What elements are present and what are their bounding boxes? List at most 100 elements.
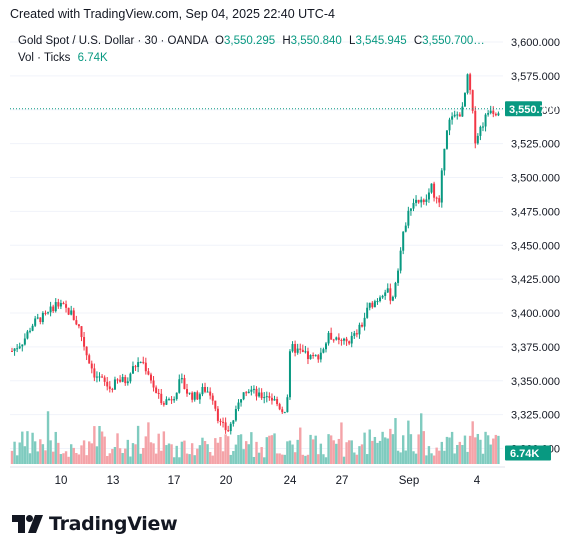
volume-bar [293, 452, 297, 464]
time-tick-label: 24 [284, 475, 297, 487]
volume-bar [59, 454, 63, 464]
volume-bar [396, 450, 400, 464]
candle-body [484, 114, 487, 127]
last-price-tag: 3,550.700 [505, 101, 558, 117]
volume-bar [394, 418, 397, 464]
volume-bar [420, 413, 423, 464]
volume-bar [383, 437, 387, 464]
low-label: L [349, 35, 356, 47]
time-tick-label: 13 [107, 475, 120, 487]
volume-bar [95, 446, 99, 464]
candle-body [479, 126, 482, 136]
candle-body [57, 302, 60, 307]
volume-bar [381, 431, 384, 464]
candle-body [209, 391, 212, 396]
volume-bar [15, 455, 19, 464]
price-tick-label: 3,600.000 [511, 37, 560, 49]
volume-bar [196, 448, 199, 464]
candle-body [350, 335, 353, 344]
volume-bar [239, 434, 243, 464]
volume-bar [263, 457, 266, 464]
volume-bar [39, 439, 42, 464]
volume-bar [492, 438, 495, 464]
volume-bar [106, 455, 109, 464]
candle-body [39, 317, 42, 323]
chart-frame[interactable]: 3,600.0003,575.0003,550.0003,525.0003,50… [0, 22, 584, 492]
volume-bar [188, 454, 191, 464]
candle-body [167, 399, 170, 401]
candle-body [137, 362, 140, 368]
time-tick-label: 20 [220, 475, 233, 487]
candle-body [23, 338, 26, 345]
candle-body [340, 339, 343, 341]
candle-body [353, 333, 356, 336]
candle-body [93, 368, 96, 378]
volume-bar [275, 453, 279, 464]
candle-body [258, 392, 261, 397]
volume-bar [33, 441, 37, 464]
candle-body [296, 348, 299, 353]
volume-bar [301, 454, 305, 464]
volume-bar [185, 453, 189, 464]
volume-bar [149, 442, 153, 464]
price-tick-label: 3,350.000 [511, 376, 560, 388]
candle-body [106, 381, 109, 387]
candle-body [98, 376, 101, 378]
price-axis[interactable]: 3,600.0003,575.0003,550.0003,525.0003,50… [511, 37, 560, 456]
candle-body [144, 362, 147, 372]
candle-body [304, 351, 307, 353]
candle-body [332, 339, 335, 341]
price-tick-label: 3,450.000 [511, 240, 560, 252]
volume-bar [355, 454, 359, 464]
volume-bar [18, 442, 21, 464]
volume-bar [46, 411, 50, 464]
volume-bar [438, 450, 441, 464]
volume-bar [121, 453, 124, 464]
volume-bar [190, 443, 194, 464]
volume-bar [13, 441, 16, 464]
volume-bar [494, 434, 498, 464]
volume-bar [317, 454, 320, 464]
candle-body [245, 392, 248, 394]
candle-body [155, 387, 158, 393]
volume-bar [67, 456, 70, 464]
candle-body [481, 126, 484, 128]
candle-body [21, 344, 24, 347]
volume-bar [365, 454, 369, 464]
volume-bar [103, 436, 106, 464]
candle-body [427, 192, 430, 200]
price-tick-label: 3,400.000 [511, 308, 560, 320]
candle-body [314, 355, 317, 357]
candle-body [193, 392, 196, 400]
candle-body [263, 397, 266, 399]
candle-body [440, 170, 443, 203]
candle-body [283, 412, 286, 414]
volume-bar [358, 446, 361, 464]
price-chart[interactable]: 3,600.0003,575.0003,550.0003,525.0003,50… [0, 22, 584, 492]
volume-bar [250, 432, 253, 464]
volume-bar [23, 446, 27, 464]
price-tick-label: 3,525.000 [511, 139, 560, 151]
candle-body [409, 208, 412, 211]
candle-body [268, 396, 271, 398]
volume-bar [373, 436, 377, 464]
candle-body [330, 332, 333, 340]
candle-body [445, 130, 448, 149]
candle-body [131, 366, 134, 374]
time-tick-label: Sep [399, 475, 419, 487]
candle-body [453, 114, 456, 117]
volume-bar [286, 441, 289, 464]
volume-bar [412, 451, 415, 464]
volume-bar [167, 443, 171, 464]
candle-body [389, 288, 392, 301]
candle-body [216, 408, 219, 421]
candle-body [448, 119, 451, 131]
volume-bar [314, 435, 317, 464]
candle-body [34, 318, 37, 326]
candle-body [206, 391, 209, 393]
candle-body [229, 423, 232, 432]
candle-body [412, 202, 415, 209]
time-axis[interactable]: 10 13 17 20 24 27 Sep 4 [10, 466, 505, 487]
candle-body [286, 397, 289, 413]
volume-legend-label: Vol · Ticks [18, 52, 71, 64]
